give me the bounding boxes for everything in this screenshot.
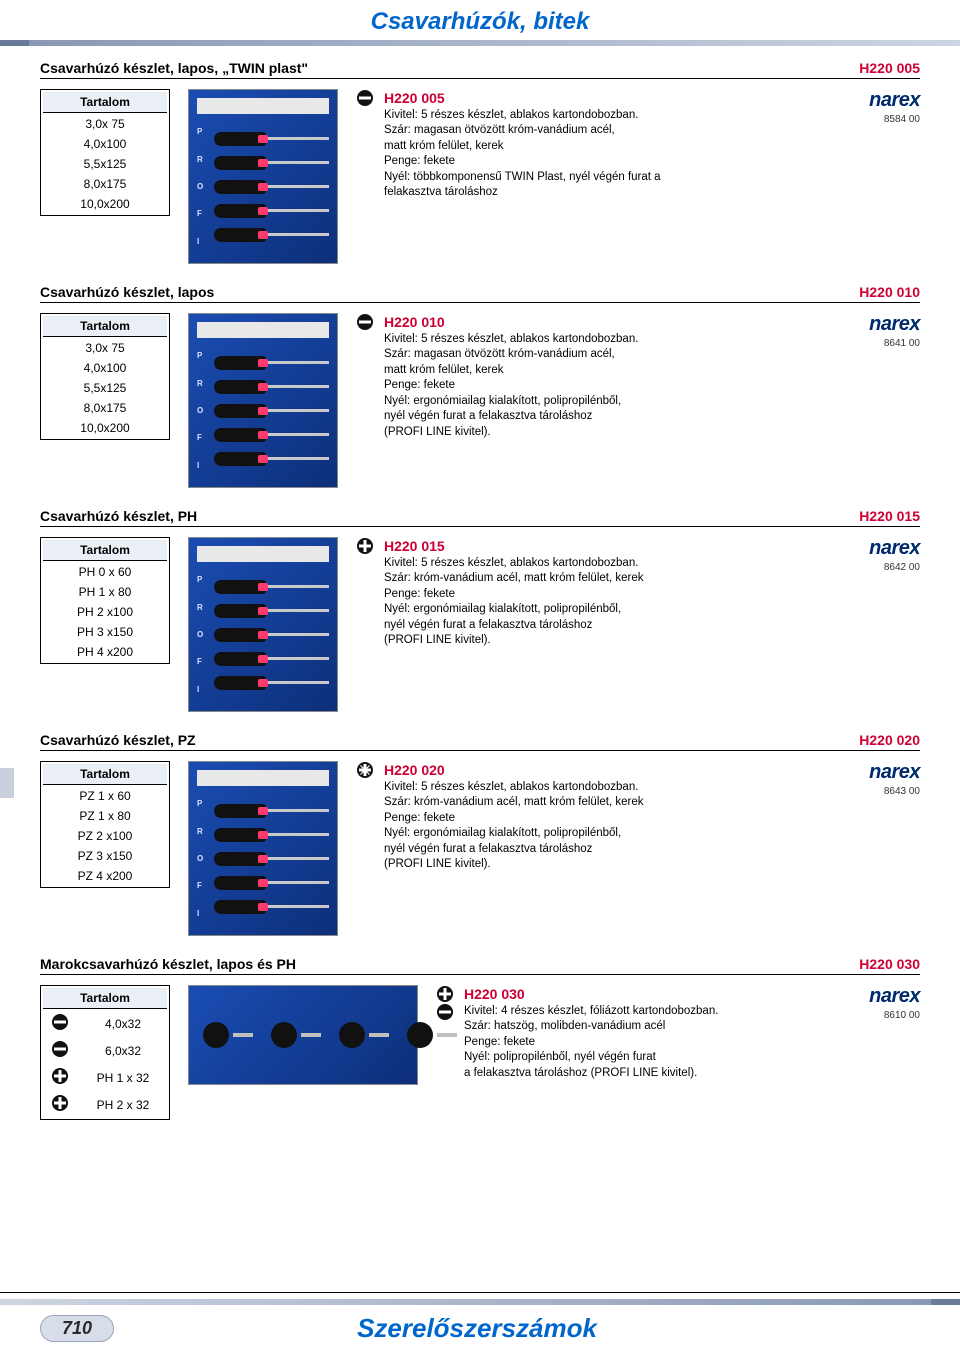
table-cell: 3,0x 75 xyxy=(43,339,167,357)
product-section: Csavarhúzó készlet, lapos H220 010 Tartalo… xyxy=(40,282,920,488)
desc-code: H220 015 xyxy=(384,537,826,556)
section-code: H220 030 xyxy=(859,956,920,972)
brand-code: 8584 00 xyxy=(834,114,920,125)
brand-logo: narex xyxy=(834,537,920,560)
side-tab xyxy=(0,768,14,798)
pz-tip-icon xyxy=(356,761,376,779)
product-image: PROFI xyxy=(188,537,338,712)
product-section: Marokcsavarhúzó készlet, lapos és PH H220… xyxy=(40,954,920,1120)
table-cell: PH 4 x200 xyxy=(43,643,167,661)
product-description: H220 010Kivitel: 5 részes készlet, ablak… xyxy=(384,313,826,441)
desc-code: H220 030 xyxy=(464,985,826,1004)
slot-tip-icon xyxy=(356,89,376,107)
table-cell: 10,0x200 xyxy=(43,195,167,213)
table-header: Tartalom xyxy=(43,540,167,561)
row-tip-icon xyxy=(43,1092,77,1117)
content-table: Tartalom PZ 1 x 60 PZ 1 x 80 PZ 2 x100 PZ 3 … xyxy=(40,761,170,888)
row-tip-icon xyxy=(43,1065,77,1090)
desc-code: H220 020 xyxy=(384,761,826,780)
brand-logo: narex xyxy=(834,761,920,784)
table-cell: 3,0x 75 xyxy=(43,115,167,133)
page-header: Csavarhúzók, bitek xyxy=(0,0,960,40)
table-cell: 8,0x175 xyxy=(43,399,167,417)
brand-code: 8610 00 xyxy=(834,1010,920,1021)
table-cell: 10,0x200 xyxy=(43,419,167,437)
table-cell: PZ 4 x200 xyxy=(43,867,167,885)
row-tip-icon xyxy=(43,1011,77,1036)
table-cell: 4,0x32 xyxy=(79,1011,167,1036)
table-cell: PZ 1 x 60 xyxy=(43,787,167,805)
table-cell: PZ 3 x150 xyxy=(43,847,167,865)
product-section: Csavarhúzó készlet, PH H220 015 Tartalom PH… xyxy=(40,506,920,712)
table-cell: 6,0x32 xyxy=(79,1038,167,1063)
table-header: Tartalom xyxy=(43,764,167,785)
content-table: Tartalom 3,0x 75 4,0x100 5,5x125 8,0x175 10,0… xyxy=(40,313,170,440)
brand-logo: narex xyxy=(834,89,920,112)
brand-logo: narex xyxy=(834,985,920,1008)
product-section: Csavarhúzó készlet, lapos, „TWIN plast" H… xyxy=(40,58,920,264)
section-code: H220 015 xyxy=(859,508,920,524)
product-description: H220 020Kivitel: 5 részes készlet, ablak… xyxy=(384,761,826,873)
table-header: Tartalom xyxy=(43,92,167,113)
section-code: H220 020 xyxy=(859,732,920,748)
section-title: Csavarhúzó készlet, lapos, „TWIN plast" xyxy=(40,60,308,76)
desc-code: H220 010 xyxy=(384,313,826,332)
content-table: Tartalom 3,0x 75 4,0x100 5,5x125 8,0x175 10,0… xyxy=(40,89,170,216)
product-section: Csavarhúzó készlet, PZ H220 020 Tartalom PZ… xyxy=(40,730,920,936)
table-header: Tartalom xyxy=(43,988,167,1009)
header-rule xyxy=(0,40,960,46)
table-cell: PH 3 x150 xyxy=(43,623,167,641)
ph-tip-icon xyxy=(356,537,376,555)
table-cell: PZ 2 x100 xyxy=(43,827,167,845)
content-table: Tartalom PH 0 x 60 PH 1 x 80 PH 2 x100 PH 3 … xyxy=(40,537,170,664)
table-header: Tartalom xyxy=(43,316,167,337)
slot-tip-icon xyxy=(356,313,376,331)
product-image xyxy=(188,985,418,1085)
section-title: Csavarhúzó készlet, PZ xyxy=(40,732,196,748)
product-description: H220 030Kivitel: 4 részes készlet, fóliá… xyxy=(464,985,826,1081)
table-cell: PH 1 x 80 xyxy=(43,583,167,601)
table-cell: PH 0 x 60 xyxy=(43,563,167,581)
table-cell: 4,0x100 xyxy=(43,135,167,153)
product-description: H220 005Kivitel: 5 részes készlet, ablak… xyxy=(384,89,826,201)
product-image: PROFI xyxy=(188,89,338,264)
page-footer: 710 Szerelőszerszámok xyxy=(0,1292,960,1358)
table-cell: PH 1 x 32 xyxy=(79,1065,167,1090)
table-cell: PZ 1 x 80 xyxy=(43,807,167,825)
table-cell: 5,5x125 xyxy=(43,379,167,397)
table-cell: 8,0x175 xyxy=(43,175,167,193)
product-image: PROFI xyxy=(188,313,338,488)
section-code: H220 005 xyxy=(859,60,920,76)
product-description: H220 015Kivitel: 5 részes készlet, ablak… xyxy=(384,537,826,649)
desc-code: H220 005 xyxy=(384,89,826,108)
content-table: Tartalom4,0x326,0x32PH 1 x 32PH 2 x 32 xyxy=(40,985,170,1120)
row-tip-icon xyxy=(43,1038,77,1063)
brand-code: 8643 00 xyxy=(834,786,920,797)
brand-code: 8642 00 xyxy=(834,562,920,573)
section-code: H220 010 xyxy=(859,284,920,300)
footer-title: Szerelőszerszámok xyxy=(34,1313,920,1344)
table-cell: PH 2 x100 xyxy=(43,603,167,621)
brand-logo: narex xyxy=(834,313,920,336)
product-image: PROFI xyxy=(188,761,338,936)
section-title: Csavarhúzó készlet, lapos xyxy=(40,284,214,300)
table-cell: PH 2 x 32 xyxy=(79,1092,167,1117)
brand-code: 8641 00 xyxy=(834,338,920,349)
table-cell: 4,0x100 xyxy=(43,359,167,377)
section-title: Marokcsavarhúzó készlet, lapos és PH xyxy=(40,956,296,972)
table-cell: 5,5x125 xyxy=(43,155,167,173)
section-title: Csavarhúzó készlet, PH xyxy=(40,508,197,524)
